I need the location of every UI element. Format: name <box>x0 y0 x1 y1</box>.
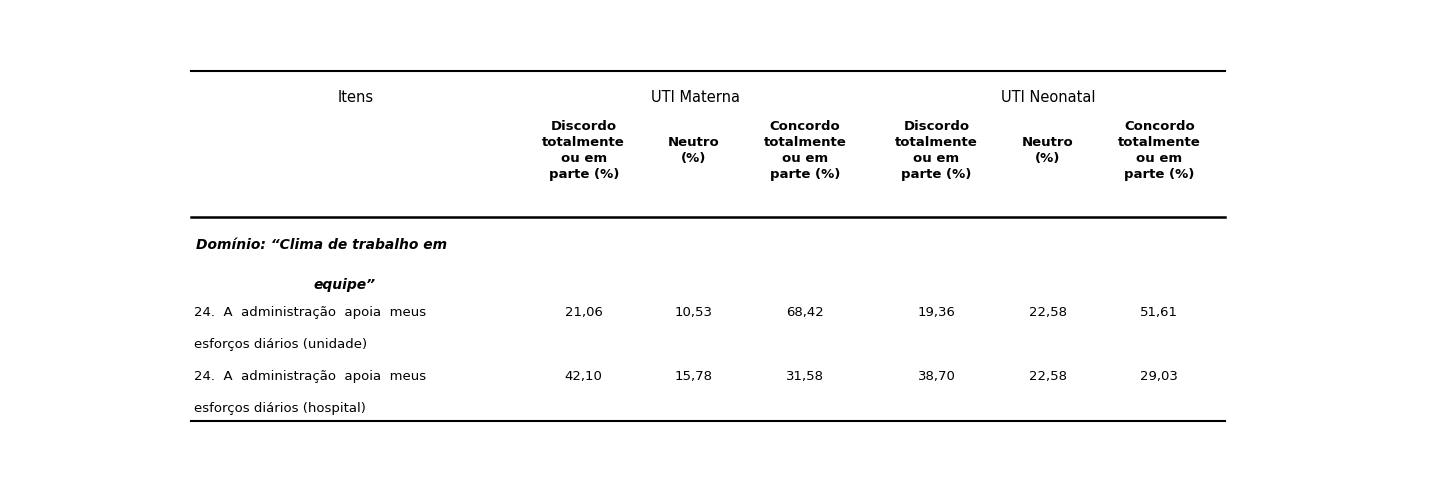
Text: 21,06: 21,06 <box>565 306 603 319</box>
Text: 24.  A  administração  apoia  meus: 24. A administração apoia meus <box>194 306 426 319</box>
Text: 22,58: 22,58 <box>1030 370 1067 383</box>
Text: 38,70: 38,70 <box>917 370 955 383</box>
Text: UTI Neonatal: UTI Neonatal <box>1001 90 1096 105</box>
Text: Itens: Itens <box>338 90 374 105</box>
Text: Concordo
totalmente
ou em
parte (%): Concordo totalmente ou em parte (%) <box>764 120 847 180</box>
Text: 24.  A  administração  apoia  meus: 24. A administração apoia meus <box>194 370 426 383</box>
Text: UTI Materna: UTI Materna <box>650 90 739 105</box>
Text: 68,42: 68,42 <box>787 306 824 319</box>
Text: 31,58: 31,58 <box>787 370 824 383</box>
Text: esforços diários (hospital): esforços diários (hospital) <box>194 402 367 415</box>
Text: 22,58: 22,58 <box>1030 306 1067 319</box>
Text: Discordo
totalmente
ou em
parte (%): Discordo totalmente ou em parte (%) <box>542 120 626 180</box>
Text: Neutro
(%): Neutro (%) <box>1022 136 1074 164</box>
Text: esforços diários (unidade): esforços diários (unidade) <box>194 338 367 351</box>
Text: Discordo
totalmente
ou em
parte (%): Discordo totalmente ou em parte (%) <box>894 120 978 180</box>
Text: 51,61: 51,61 <box>1140 306 1178 319</box>
Text: equipe”: equipe” <box>313 278 375 292</box>
Text: 42,10: 42,10 <box>565 370 603 383</box>
Text: Neutro
(%): Neutro (%) <box>667 136 719 164</box>
Text: Concordo
totalmente
ou em
parte (%): Concordo totalmente ou em parte (%) <box>1117 120 1201 180</box>
Text: 29,03: 29,03 <box>1140 370 1178 383</box>
Text: 19,36: 19,36 <box>917 306 955 319</box>
Text: 10,53: 10,53 <box>674 306 712 319</box>
Text: Domínio: “Clima de trabalho em: Domínio: “Clima de trabalho em <box>197 239 447 252</box>
Text: 15,78: 15,78 <box>674 370 712 383</box>
